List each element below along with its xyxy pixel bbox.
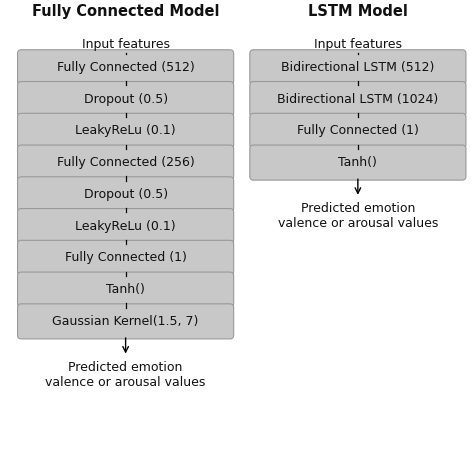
Text: Fully Connected Model: Fully Connected Model <box>32 4 219 19</box>
FancyBboxPatch shape <box>250 145 466 180</box>
FancyBboxPatch shape <box>18 113 234 148</box>
Text: Input features: Input features <box>82 38 170 51</box>
FancyBboxPatch shape <box>18 145 234 180</box>
FancyBboxPatch shape <box>18 177 234 212</box>
Text: Fully Connected (1): Fully Connected (1) <box>297 124 419 137</box>
Text: Fully Connected (256): Fully Connected (256) <box>57 156 194 169</box>
FancyBboxPatch shape <box>250 113 466 148</box>
Text: Bidirectional LSTM (512): Bidirectional LSTM (512) <box>281 61 435 74</box>
FancyBboxPatch shape <box>18 304 234 339</box>
FancyBboxPatch shape <box>250 82 466 117</box>
Text: Fully Connected (512): Fully Connected (512) <box>57 61 194 74</box>
FancyBboxPatch shape <box>18 272 234 307</box>
Text: Predicted emotion
valence or arousal values: Predicted emotion valence or arousal val… <box>46 361 206 389</box>
FancyBboxPatch shape <box>18 50 234 85</box>
FancyBboxPatch shape <box>250 50 466 85</box>
Text: Dropout (0.5): Dropout (0.5) <box>83 92 168 106</box>
Text: Input features: Input features <box>314 38 402 51</box>
Text: Gaussian Kernel(1.5, 7): Gaussian Kernel(1.5, 7) <box>53 315 199 328</box>
Text: Tanh(): Tanh() <box>106 283 145 296</box>
FancyBboxPatch shape <box>18 82 234 117</box>
Text: Bidirectional LSTM (1024): Bidirectional LSTM (1024) <box>277 92 438 106</box>
Text: LeakyReLu (0.1): LeakyReLu (0.1) <box>75 124 176 137</box>
Text: LeakyReLu (0.1): LeakyReLu (0.1) <box>75 219 176 233</box>
FancyBboxPatch shape <box>18 209 234 244</box>
Text: Dropout (0.5): Dropout (0.5) <box>83 188 168 201</box>
Text: LSTM Model: LSTM Model <box>308 4 408 19</box>
Text: Predicted emotion
valence or arousal values: Predicted emotion valence or arousal val… <box>278 202 438 230</box>
Text: Tanh(): Tanh() <box>338 156 377 169</box>
FancyBboxPatch shape <box>18 240 234 275</box>
Text: Fully Connected (1): Fully Connected (1) <box>64 251 187 264</box>
